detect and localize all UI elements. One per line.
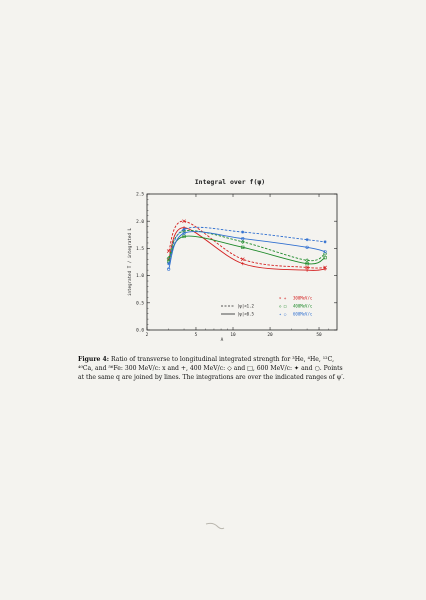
data-point-plus xyxy=(323,267,327,271)
data-point-star xyxy=(305,238,309,242)
caption-text: Ratio of transverse to longitudinal inte… xyxy=(78,356,345,381)
legend-momentum-label: 400MeV/c xyxy=(293,304,313,309)
legend-marker-glyphs: × + xyxy=(279,296,287,301)
data-point-circle xyxy=(305,245,309,249)
data-point-circle xyxy=(182,231,186,235)
figure-caption: Figure 4: Ratio of transverse to longitu… xyxy=(78,355,348,382)
data-point-cross xyxy=(166,249,171,253)
data-point-cross xyxy=(323,265,327,270)
data-point-square xyxy=(241,245,245,249)
data-point-diamond xyxy=(323,251,328,256)
legend-momentum-label: 300MeV/c xyxy=(293,296,313,301)
series-line xyxy=(168,226,326,264)
data-point-plus xyxy=(241,262,245,266)
data-point-circle xyxy=(167,267,171,271)
caption-label: Figure 4: xyxy=(78,356,110,363)
x-tick-label: 2 xyxy=(146,332,149,338)
y-tick-label: 2.5 xyxy=(136,192,144,198)
data-point-star xyxy=(241,230,245,234)
series-line xyxy=(168,231,326,270)
series-line xyxy=(168,230,326,262)
legend-momentum-label: 600MeV/c xyxy=(293,312,313,317)
x-axis-label: A xyxy=(221,337,224,343)
data-point-star xyxy=(182,227,186,231)
plot-frame xyxy=(146,193,338,331)
chart-title: Integral over f(ψ) xyxy=(194,178,266,186)
data-point-circle xyxy=(323,250,327,254)
data-point-square xyxy=(323,256,327,260)
data-point-diamond xyxy=(240,239,245,244)
y-tick-label: 0.5 xyxy=(136,300,144,306)
data-point-square xyxy=(182,234,186,239)
series-line xyxy=(168,227,326,271)
legend-marker-glyphs: ✦ ○ xyxy=(279,312,287,317)
y-tick-label: 1.5 xyxy=(136,246,144,252)
data-point-circle xyxy=(241,237,245,241)
data-point-diamond xyxy=(305,258,310,263)
y-tick-label: 0.0 xyxy=(136,328,144,334)
legend-line-label: |ψ|<0.5 xyxy=(237,312,254,317)
data-point-plus xyxy=(305,268,309,272)
y-axis-label: integrated T / integrated L xyxy=(127,227,132,296)
y-tick-label: 2.0 xyxy=(136,219,144,225)
legend-marker-glyphs: ◇ □ xyxy=(279,304,287,309)
chart-panel: Integral over f(ψ) 0.0 0.5 1.0 1.5 2.0 2.5 2 5 1… xyxy=(110,178,350,350)
data-point-cross xyxy=(305,265,309,270)
series-line xyxy=(168,220,326,269)
data-point-star xyxy=(167,262,171,266)
x-tick-label: 5 xyxy=(195,332,198,338)
data-point-star xyxy=(323,240,327,244)
y-tick-label: 1.0 xyxy=(136,273,144,279)
x-tick-label: 10 xyxy=(230,332,236,338)
legend-line-label: |ψ|<1.2 xyxy=(237,304,254,309)
scan-smudge xyxy=(205,522,225,530)
x-tick-label: 50 xyxy=(316,332,322,338)
data-point-square xyxy=(305,262,309,266)
x-tick-label: 20 xyxy=(267,332,273,338)
data-point-cross xyxy=(182,219,186,224)
data-point-cross xyxy=(240,257,245,262)
